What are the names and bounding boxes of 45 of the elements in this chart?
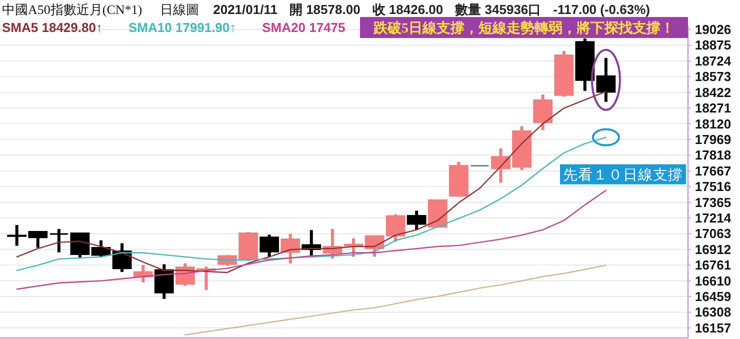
y-tick-label: 17214	[694, 210, 732, 226]
text: SMA10 17991.90↑	[128, 20, 236, 35]
candlestick	[154, 264, 174, 299]
text: SMA5 18429.80↑	[2, 20, 102, 35]
chart-title: 中國A50指數近月(CN*1)	[2, 2, 142, 17]
candlestick	[70, 232, 90, 258]
candlestick	[91, 240, 111, 258]
candlestick	[596, 58, 616, 102]
candlestick	[49, 229, 69, 252]
y-tick-label: 17969	[694, 132, 732, 147]
y-tick-label: 18573	[694, 69, 732, 84]
candlestick	[280, 234, 300, 264]
chart-subtitle: 日線圖	[160, 2, 200, 17]
text: 2021/01/11	[213, 2, 278, 17]
annotation: 先看１０日線支撐	[563, 166, 683, 184]
candlestick	[533, 94, 553, 130]
line-series	[16, 190, 607, 290]
y-tick-label: 18724	[694, 53, 732, 68]
y-tick-label: 16610	[694, 273, 732, 288]
text: SMA20 17475	[262, 20, 346, 35]
text: 開 18578.00	[289, 2, 360, 17]
y-tick-label: 17818	[694, 148, 732, 163]
y-tick-label: 18271	[694, 100, 732, 116]
candlestick	[406, 210, 426, 230]
y-tick-label: 16157	[694, 320, 732, 336]
y-tick-label: 19026	[694, 22, 732, 38]
y-tick-label: 16459	[694, 289, 732, 304]
candlestick	[260, 234, 279, 258]
text: 收 18426.00	[372, 2, 444, 17]
text: -117.00 (-0.63%)	[553, 2, 650, 17]
y-tick-label: 16761	[694, 258, 732, 273]
y-tick-label: 17667	[694, 163, 732, 178]
y-tick-label: 18422	[694, 84, 732, 100]
y-tick-label: 17063	[694, 226, 732, 242]
candlestick	[386, 214, 406, 242]
y-tick-label: 16912	[694, 242, 732, 257]
annotation: 跌破5日線支撐，短線走勢轉弱，將下探找支撐！	[372, 20, 674, 36]
y-tick-label: 18120	[694, 116, 732, 132]
y-tick-label: 17365	[694, 194, 732, 210]
y-tick-label: 16308	[694, 304, 732, 320]
candlestick	[133, 264, 153, 282]
line-series	[184, 264, 607, 336]
text: 數量 345936口	[454, 2, 542, 17]
y-tick-label: 18875	[694, 38, 732, 53]
y-tick-label: 17516	[694, 179, 732, 194]
